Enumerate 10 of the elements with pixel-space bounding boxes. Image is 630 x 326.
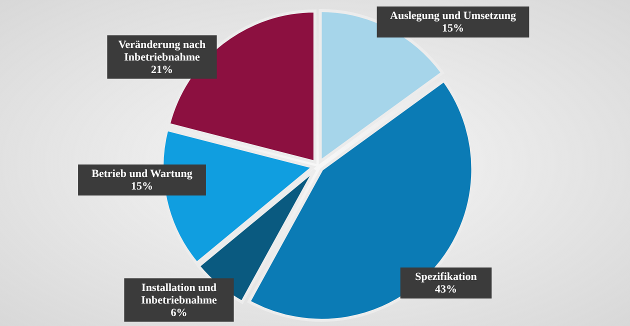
- data-label: 6%: [170, 306, 188, 319]
- data-label: 21%: [151, 64, 173, 76]
- slice-label: Spezifikation: [415, 271, 477, 283]
- data-label: 15%: [131, 180, 153, 192]
- slice-label: Auslegung und Umsetzung: [390, 10, 516, 22]
- data-label: 43%: [435, 284, 457, 296]
- slice-label: Betrieb und Wartung: [92, 168, 193, 180]
- slice-label: Veränderung nach Inbetriebnahme: [118, 38, 206, 64]
- slice-label: Installation und Inbetriebnahme: [141, 282, 218, 306]
- data-label: 15%: [442, 22, 464, 34]
